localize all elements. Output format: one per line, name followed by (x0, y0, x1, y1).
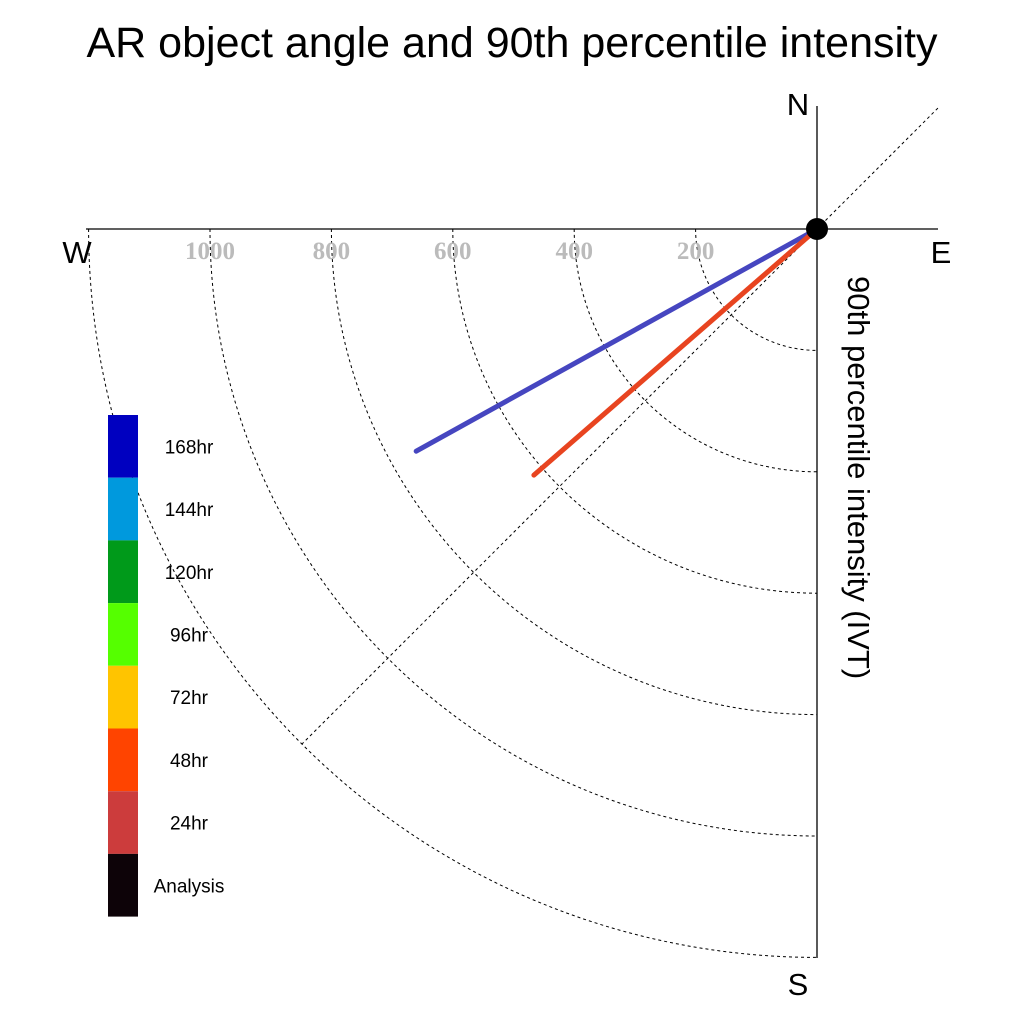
grid-arc-outer (88, 228, 818, 958)
legend-swatch-144hr (108, 477, 138, 541)
grid-arc-200 (695, 228, 818, 351)
compass-south-label: S (788, 967, 809, 1002)
polar-grid (88, 228, 818, 958)
compass-west-label: W (62, 235, 92, 270)
legend-label-96hr: 96hr (170, 625, 209, 646)
legend: 168hr 144hr 120hr 96hr 72hr 48hr 24hr Analysis (108, 415, 224, 917)
legend-label-48hr: 48hr (170, 751, 209, 772)
legend-swatch-72hr (108, 665, 138, 729)
tick-label-600: 600 (434, 238, 472, 265)
legend-swatch-168hr (108, 415, 138, 478)
legend-swatch-24hr (108, 791, 138, 854)
series-vector-48hr (531, 226, 820, 478)
series-vector-168hr (413, 226, 820, 454)
tick-label-800: 800 (313, 238, 351, 265)
legend-label-168hr: 168hr (165, 437, 214, 458)
tick-label-400: 400 (555, 238, 593, 265)
legend-swatch-48hr (108, 728, 138, 792)
legend-swatch-96hr (108, 603, 138, 666)
grid-arc-800 (330, 228, 818, 716)
tick-label-1000: 1000 (185, 238, 235, 265)
grid-arc-600 (452, 228, 818, 594)
grid-arc-400 (573, 228, 818, 473)
tick-label-200: 200 (677, 238, 715, 265)
origin-marker (806, 218, 828, 240)
legend-label-120hr: 120hr (165, 563, 214, 584)
compass-north-label: N (787, 87, 809, 122)
legend-swatch-Analysis (108, 853, 138, 917)
radial-tick-labels: 200 400 600 800 1000 (185, 238, 714, 265)
compass-east-label: E (931, 235, 952, 270)
radial-axis-label: 90th percentile intensity (IVT) (841, 276, 876, 679)
diagonal-guide-ne (816, 105, 941, 230)
legend-swatch-120hr (108, 540, 138, 604)
data-series (413, 226, 820, 478)
legend-label-24hr: 24hr (170, 814, 209, 835)
legend-label-Analysis: Analysis (154, 876, 225, 897)
legend-label-144hr: 144hr (165, 500, 214, 521)
chart-title: AR object angle and 90th percentile inte… (87, 19, 938, 67)
legend-label-72hr: 72hr (170, 688, 209, 709)
diagonal-guide-sw (301, 228, 818, 745)
